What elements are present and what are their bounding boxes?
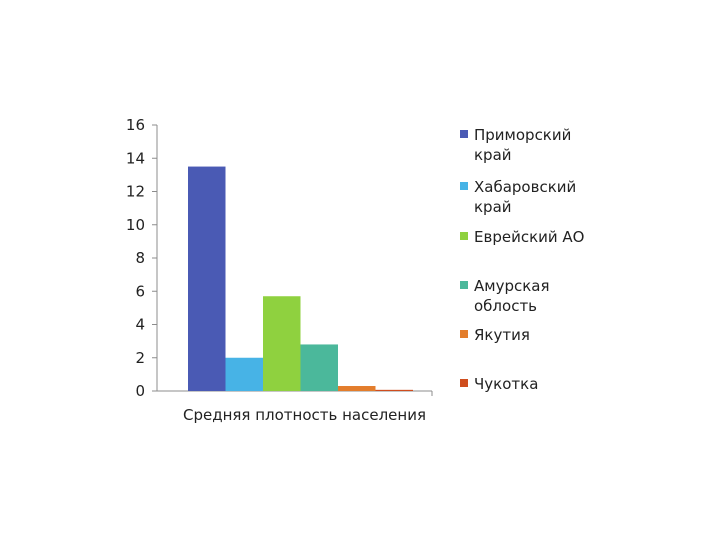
x-category-label: Средняя плотность населения <box>183 406 426 424</box>
legend: Приморский край Хабаровский край Еврейский А… <box>460 126 584 393</box>
bar <box>188 166 226 391</box>
legend-swatch <box>460 379 468 387</box>
legend-label: Еврейский АО <box>474 228 584 246</box>
legend-swatch <box>460 182 468 190</box>
bar <box>263 296 301 391</box>
legend-swatch <box>460 130 468 138</box>
y-tick-label: 8 <box>135 249 145 267</box>
y-tick-label: 0 <box>135 382 145 400</box>
y-tick-label: 2 <box>135 349 145 367</box>
bar <box>375 389 413 391</box>
legend-label: облость <box>474 297 537 315</box>
y-tick-label: 4 <box>135 316 145 334</box>
legend-swatch <box>460 330 468 338</box>
legend-label: Чукотка <box>474 375 538 393</box>
y-tick-label: 16 <box>126 116 145 134</box>
y-tick-label: 10 <box>126 216 145 234</box>
legend-item: Хабаровский край <box>460 178 576 216</box>
legend-label: край <box>474 198 512 216</box>
axes-group: 0 2 4 6 8 10 12 14 16 Средняя плотность населения <box>126 116 433 424</box>
bars-group <box>188 166 413 391</box>
legend-item: Еврейский АО <box>460 228 584 246</box>
y-tick-label: 12 <box>126 183 145 201</box>
legend-item: Якутия <box>460 326 530 344</box>
bar <box>225 357 263 391</box>
legend-label: Приморский <box>474 126 571 144</box>
bar <box>338 386 376 391</box>
legend-item: Приморский край <box>460 126 571 164</box>
legend-label: Якутия <box>474 326 530 344</box>
legend-item: Чукотка <box>460 375 538 393</box>
legend-label: край <box>474 146 512 164</box>
legend-item: Амурская облость <box>460 277 550 315</box>
y-tick-label: 6 <box>135 282 145 300</box>
y-tick-label: 14 <box>126 149 145 167</box>
legend-label: Хабаровский <box>474 178 576 196</box>
legend-label: Амурская <box>474 277 550 295</box>
legend-swatch <box>460 281 468 289</box>
legend-swatch <box>460 232 468 240</box>
bar <box>300 344 338 391</box>
